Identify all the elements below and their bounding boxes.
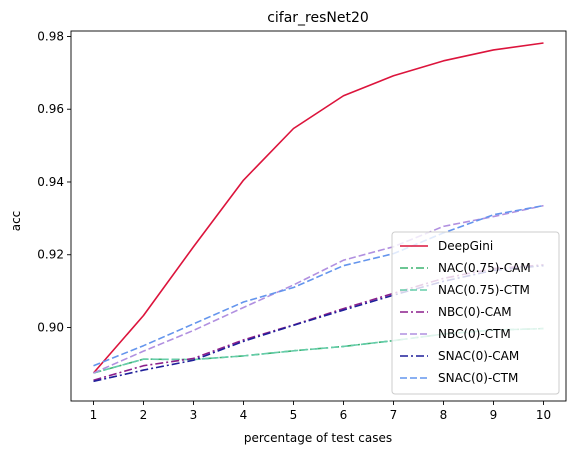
x-tick-label: 1 (90, 408, 98, 422)
x-tick-label: 6 (340, 408, 348, 422)
legend-label: NAC(0.75)-CAM (438, 261, 531, 275)
legend-label: SNAC(0)-CTM (438, 371, 518, 385)
y-tick-label: 0.94 (37, 175, 64, 189)
x-tick-label: 9 (490, 408, 498, 422)
x-axis-label: percentage of test cases (244, 431, 392, 445)
y-tick-label: 0.92 (37, 248, 64, 262)
y-tick-label: 0.96 (37, 102, 64, 116)
axes-frame (70, 30, 567, 402)
legend: DeepGini NAC(0.75)-CAM NAC(0.75)-CTM NBC(0)… (391, 231, 560, 395)
series-line-6 (93, 204, 544, 367)
axes-layer: 1 2 3 4 5 6 7 8 9 10 0.90 0.92 0.94 0.96 0.98 (37, 29, 567, 422)
series-line-4 (93, 204, 544, 374)
x-tick-label: 2 (140, 408, 148, 422)
y-tick-label: 0.90 (37, 321, 64, 335)
series-line-2 (93, 327, 544, 374)
series-line-0 (92, 42, 544, 374)
legend-label: SNAC(0)-CAM (438, 349, 519, 363)
legend-label: NBC(0)-CTM (438, 327, 511, 341)
legend-label: DeepGini (438, 239, 493, 253)
y-tick-label: 0.98 (37, 29, 64, 43)
chart-title: cifar_resNet20 (267, 10, 369, 26)
x-tick-label: 7 (390, 408, 398, 422)
y-axis-label: acc (9, 211, 23, 232)
x-tick-label: 4 (240, 408, 248, 422)
legend-label: NAC(0.75)-CTM (438, 283, 530, 297)
x-tick-label: 10 (536, 408, 551, 422)
legend-box (391, 231, 560, 395)
x-tick-label: 3 (190, 408, 198, 422)
legend-label: NBC(0)-CAM (438, 305, 512, 319)
x-tick-label: 8 (440, 408, 448, 422)
x-tick-label: 5 (290, 408, 298, 422)
